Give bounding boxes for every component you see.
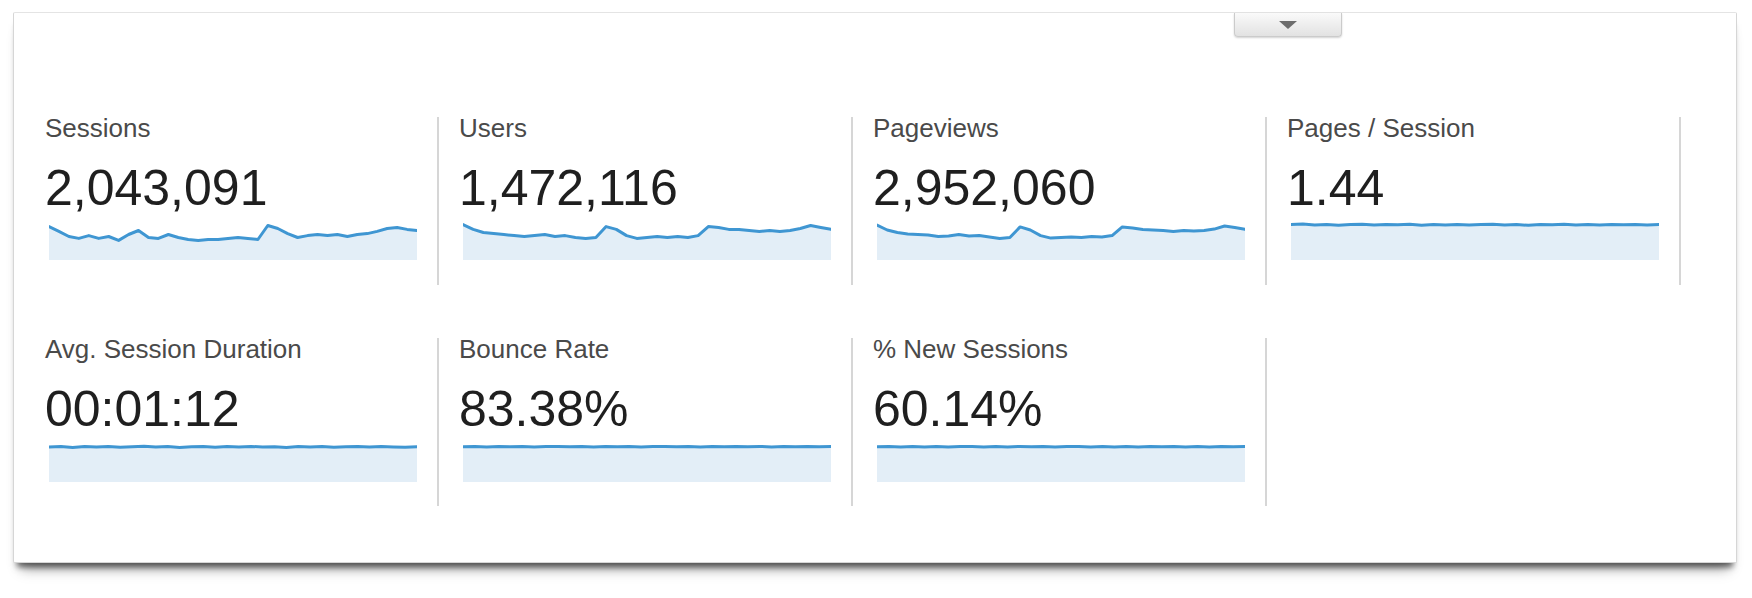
metrics-overview-panel: Sessions 2,043,091 Users 1,472,116 Pagev…: [13, 12, 1737, 563]
sessions-sparkline: [49, 222, 417, 262]
metric-label: Pages / Session: [1287, 113, 1475, 143]
metric-value: 2,952,060: [873, 158, 1095, 218]
metric-value: 1.44: [1287, 158, 1384, 218]
metric-label: Bounce Rate: [459, 334, 609, 364]
metrics-row-2: Avg. Session Duration 00:01:12 Bounce Ra…: [25, 338, 1267, 506]
metric-card-bounce-rate: Bounce Rate 83.38%: [439, 338, 853, 506]
collapse-panel-button[interactable]: [1234, 13, 1342, 37]
metric-card-users: Users 1,472,116: [439, 117, 853, 285]
metric-label: Pageviews: [873, 113, 999, 143]
avg-session-duration-sparkline: [49, 444, 417, 484]
metric-card-pages-per-session: Pages / Session 1.44: [1267, 117, 1681, 285]
metric-card-new-sessions: % New Sessions 60.14%: [853, 338, 1267, 506]
new-sessions-sparkline: [877, 444, 1245, 484]
users-sparkline: [463, 222, 831, 262]
metric-label: Users: [459, 113, 527, 143]
metric-card-sessions: Sessions 2,043,091: [25, 117, 439, 285]
metrics-row-1: Sessions 2,043,091 Users 1,472,116 Pagev…: [25, 117, 1681, 285]
metric-label: Sessions: [45, 113, 151, 143]
metric-card-pageviews: Pageviews 2,952,060: [853, 117, 1267, 285]
metric-label: % New Sessions: [873, 334, 1068, 364]
metric-value: 1,472,116: [459, 158, 678, 218]
metric-value: 83.38%: [459, 379, 629, 439]
chevron-down-icon: [1279, 21, 1297, 29]
pageviews-sparkline: [877, 222, 1245, 262]
metric-label: Avg. Session Duration: [45, 334, 302, 364]
metric-card-avg-session-duration: Avg. Session Duration 00:01:12: [25, 338, 439, 506]
metric-value: 2,043,091: [45, 158, 267, 218]
metric-value: 60.14%: [873, 379, 1043, 439]
bounce-rate-sparkline: [463, 444, 831, 484]
metric-value: 00:01:12: [45, 379, 240, 439]
pages-per-session-sparkline: [1291, 222, 1659, 262]
